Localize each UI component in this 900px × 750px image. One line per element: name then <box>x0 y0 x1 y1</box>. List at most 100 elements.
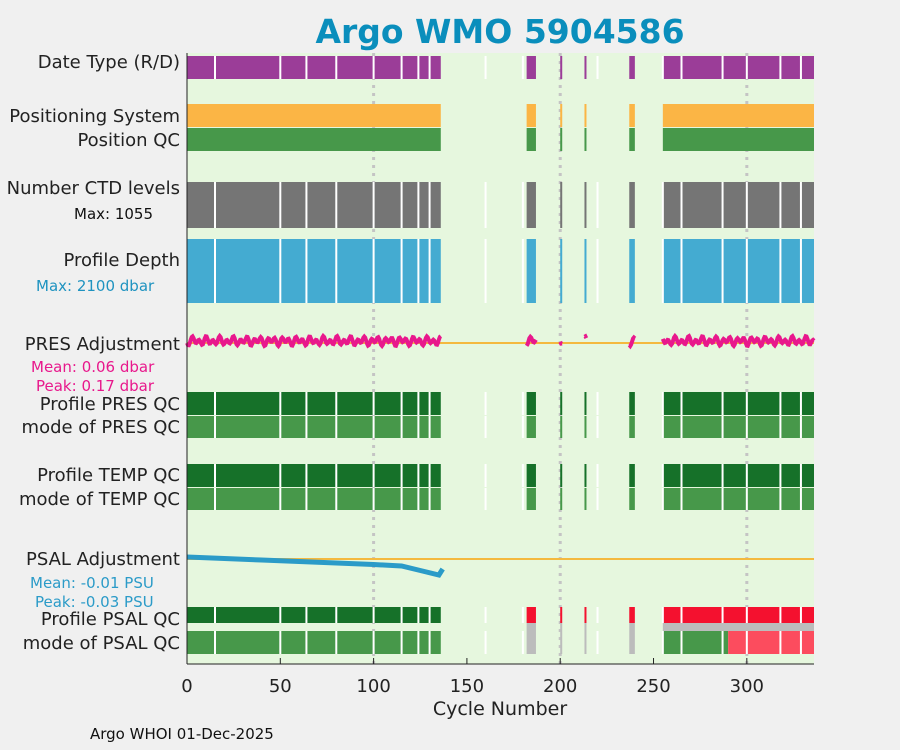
bar-positioning_system <box>187 104 441 127</box>
label-pres-qc: Profile PRES QC <box>39 394 180 415</box>
bar-pres_qc <box>526 392 536 415</box>
bar-pres_mode <box>526 416 536 438</box>
x-tick-label: 50 <box>269 676 292 697</box>
bar-psal-qc-gray <box>560 623 563 631</box>
bar-profile_depth <box>526 239 536 303</box>
label-temp-mode: mode of TEMP QC <box>18 489 180 510</box>
x-axis-label: Cycle Number <box>432 698 568 720</box>
bar-profile_depth <box>560 239 563 303</box>
bar-psal-qc-gray <box>629 623 635 631</box>
bar-pres_qc <box>187 392 441 415</box>
label-date-type: Date Type (R/D) <box>37 52 180 73</box>
bar-psal_mode <box>629 631 635 654</box>
bar-psal_mode <box>187 631 441 654</box>
psal-mean: Mean: -0.01 PSU <box>30 574 154 592</box>
bar-psal_mode <box>560 631 563 654</box>
bar-positioning_system <box>629 104 635 127</box>
bar-ctd_levels <box>187 182 441 228</box>
bar-psal_qc <box>560 607 563 623</box>
label-psal-qc: Profile PSAL QC <box>40 609 180 630</box>
bar-positioning_system <box>560 104 563 127</box>
pres-peak: Peak: 0.17 dbar <box>36 377 155 395</box>
bar-temp_mode <box>584 488 587 510</box>
bar-psal-qc-gray <box>526 623 536 631</box>
x-tick-label: 100 <box>356 676 390 697</box>
bar-temp_mode <box>187 488 441 510</box>
x-tick-label: 0 <box>181 676 192 697</box>
bar-position_qc <box>560 128 563 151</box>
bar-psal_qc <box>629 607 635 623</box>
bar-temp_qc <box>662 464 814 487</box>
bar-psal_mode <box>526 631 536 654</box>
footer-credit: Argo WHOI 01-Dec-2025 <box>90 725 274 743</box>
bar-pres_mode <box>584 416 587 438</box>
bar-temp_qc <box>629 464 635 487</box>
bar-position_qc <box>629 128 635 151</box>
bar-positioning_system <box>584 104 587 127</box>
psal-peak: Peak: -0.03 PSU <box>35 593 154 611</box>
bar-date_type <box>629 56 635 79</box>
pres-mean: Mean: 0.06 dbar <box>31 358 155 376</box>
bar-pres_qc <box>584 392 587 415</box>
bar-ctd_levels <box>662 182 814 228</box>
label-positioning-system: Positioning System <box>9 106 180 127</box>
label-pres-mode: mode of PRES QC <box>21 417 180 438</box>
bar-pres_mode <box>629 416 635 438</box>
bar-date_type <box>560 56 563 79</box>
bar-profile_depth <box>187 239 441 303</box>
bar-temp_mode <box>662 488 814 510</box>
bar-date_type <box>584 56 587 79</box>
label-psal-adjustment: PSAL Adjustment <box>25 549 180 570</box>
bar-positioning_system <box>662 104 814 127</box>
chart-title: Argo WMO 5904586 <box>315 12 685 51</box>
x-tick-label: 200 <box>543 676 577 697</box>
bar-psal_qc <box>662 607 814 623</box>
bar-date_type <box>526 56 536 79</box>
bar-psal_mode <box>584 631 587 654</box>
bar-psal_mode <box>662 631 729 654</box>
bar-pres_qc <box>629 392 635 415</box>
label-temp-qc: Profile TEMP QC <box>37 465 180 486</box>
bar-position_qc <box>584 128 587 151</box>
pres-adjustment-series <box>583 333 589 339</box>
x-tick-label: 150 <box>450 676 484 697</box>
bar-profile_depth <box>584 239 587 303</box>
bar-psal-qc-gray <box>662 623 814 631</box>
bar-ctd_levels <box>629 182 635 228</box>
bar-pres_mode <box>662 416 814 438</box>
bar-position_qc <box>662 128 814 151</box>
pres-adjustment-series <box>185 332 443 350</box>
bar-ctd_levels <box>526 182 536 228</box>
pres-adjustment-series <box>524 333 538 347</box>
bar-profile_depth <box>662 239 814 303</box>
bar-pres_mode <box>187 416 441 438</box>
bar-psal_mode <box>728 631 814 654</box>
label-position-qc: Position QC <box>77 130 180 151</box>
label-pres-adjustment: PRES Adjustment <box>24 334 180 355</box>
bar-temp_qc <box>584 464 587 487</box>
pres-adjustment-series <box>627 334 637 350</box>
bar-position_qc <box>526 128 536 151</box>
bar-temp_mode <box>526 488 536 510</box>
bar-psal-qc-gray <box>584 623 587 631</box>
bar-temp_mode <box>629 488 635 510</box>
x-tick-label: 300 <box>730 676 764 697</box>
label-ctd-levels: Number CTD levels <box>6 178 180 199</box>
bar-psal_qc <box>526 607 536 623</box>
bar-psal_qc <box>584 607 587 623</box>
bar-profile_depth <box>629 239 635 303</box>
bar-ctd_levels <box>560 182 563 228</box>
bar-pres_mode <box>560 416 563 438</box>
bar-position_qc <box>187 128 441 151</box>
label-profile-depth: Profile Depth <box>63 250 180 271</box>
pres-adjustment-series <box>558 340 563 346</box>
bar-date_type <box>187 56 441 79</box>
bar-pres_qc <box>560 392 563 415</box>
bar-pres_qc <box>662 392 814 415</box>
bar-psal_qc <box>187 607 441 623</box>
bar-positioning_system <box>526 104 536 127</box>
bar-temp_qc <box>187 464 441 487</box>
depth-max: Max: 2100 dbar <box>36 277 155 295</box>
ctd-max: Max: 1055 <box>74 205 154 223</box>
